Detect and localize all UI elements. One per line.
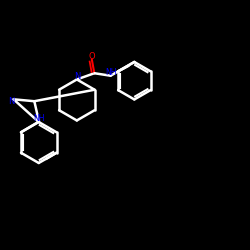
Text: NH: NH xyxy=(33,114,45,123)
Text: N: N xyxy=(74,72,80,82)
Text: N: N xyxy=(8,97,15,106)
Text: O: O xyxy=(88,52,95,62)
Text: NH: NH xyxy=(105,68,116,77)
